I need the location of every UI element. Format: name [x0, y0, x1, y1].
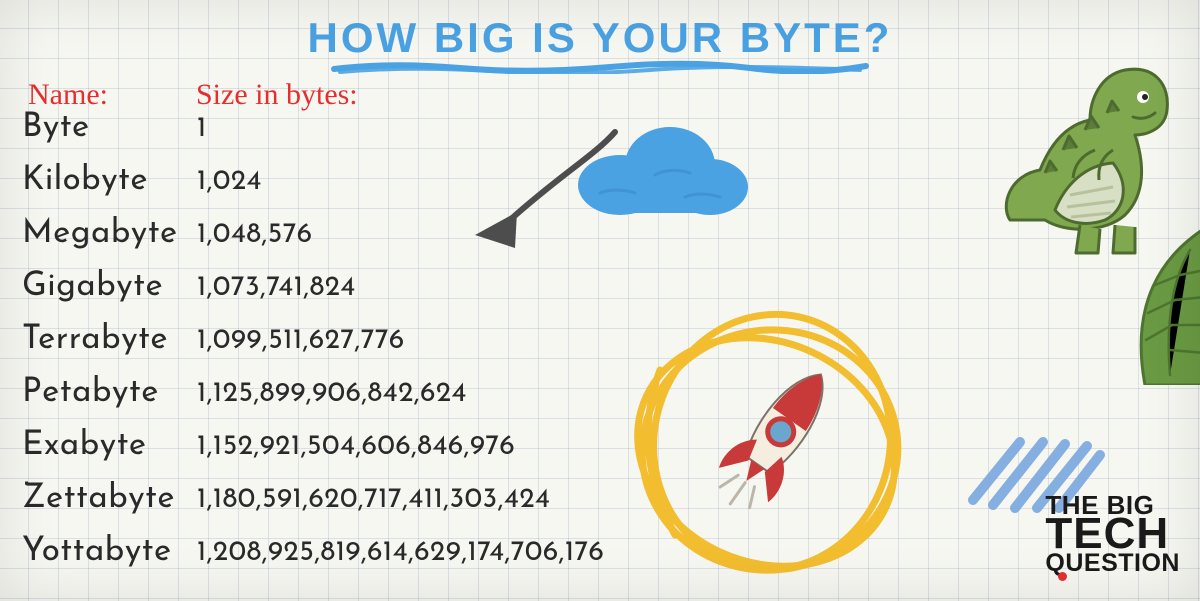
unit-size: 1,208,925,819,614,629,174,706,176 — [197, 539, 604, 567]
table-row: Yottabyte1,208,925,819,614,629,174,706,1… — [22, 536, 604, 589]
header-name: Name: — [28, 78, 196, 112]
unit-size: 1 — [197, 115, 207, 143]
column-headers: Name: Size in bytes: — [28, 78, 358, 112]
unit-size: 1,099,511,627,776 — [197, 327, 405, 355]
table-row: Terrabyte1,099,511,627,776 — [22, 324, 604, 377]
unit-name: Gigabyte — [22, 271, 197, 304]
unit-name: Byte — [22, 112, 197, 145]
unit-name: Zettabyte — [22, 483, 197, 516]
unit-name: Yottabyte — [22, 536, 197, 569]
dinosaur-icon — [995, 55, 1195, 265]
brand-logo: THE BIG TECH QUESTION — [1045, 495, 1180, 573]
unit-size: 1,073,741,824 — [197, 274, 356, 302]
infographic-page: HOW BIG IS YOUR BYTE? Name: Size in byte… — [0, 0, 1200, 601]
logo-accent-dot — [1058, 572, 1067, 581]
unit-name: Terrabyte — [22, 324, 197, 357]
rocket-icon — [695, 350, 855, 530]
table-row: Gigabyte1,073,741,824 — [22, 271, 604, 324]
logo-line-3: QUESTION — [1045, 553, 1180, 574]
logo-line-2: TECH — [1045, 516, 1180, 552]
title-underline — [330, 60, 870, 74]
header-size: Size in bytes: — [196, 78, 358, 112]
unit-size: 1,048,576 — [197, 221, 313, 249]
unit-size: 1,125,899,906,842,624 — [197, 380, 467, 408]
table-row: Petabyte1,125,899,906,842,624 — [22, 377, 604, 430]
table-row: Zettabyte1,180,591,620,717,411,303,424 — [22, 483, 604, 536]
arrow-icon — [455, 120, 635, 260]
unit-name: Megabyte — [22, 218, 197, 251]
unit-name: Kilobyte — [22, 165, 197, 198]
unit-size: 1,024 — [197, 168, 262, 196]
unit-name: Petabyte — [22, 377, 197, 410]
unit-name: Exabyte — [22, 430, 197, 463]
unit-size: 1,152,921,504,606,846,976 — [197, 433, 515, 461]
unit-size: 1,180,591,620,717,411,303,424 — [197, 486, 550, 514]
table-row: Exabyte1,152,921,504,606,846,976 — [22, 430, 604, 483]
